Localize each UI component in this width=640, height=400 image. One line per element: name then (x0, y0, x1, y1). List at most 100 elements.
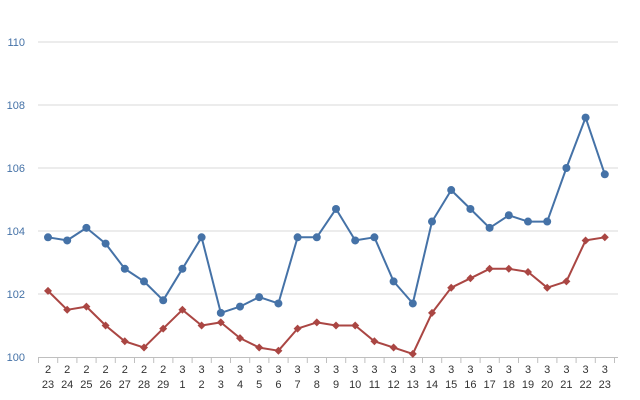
data-point (312, 318, 321, 327)
x-tick-label-month: 3 (295, 364, 301, 376)
data-point (447, 186, 456, 195)
data-point (216, 308, 225, 317)
x-tick-label-month: 2 (103, 364, 109, 376)
data-point (428, 308, 436, 317)
x-tick-label-month: 3 (410, 364, 416, 376)
data-point (82, 223, 91, 232)
x-tick-label-month: 2 (45, 364, 51, 376)
y-tick-label: 110 (7, 37, 25, 49)
x-axis (38, 357, 618, 363)
data-point (466, 204, 475, 213)
data-point (466, 274, 475, 283)
x-tick-label-day: 24 (61, 379, 73, 391)
x-tick-label-month: 3 (583, 364, 589, 376)
data-point (447, 283, 456, 292)
x-tick-label-month: 2 (141, 364, 147, 376)
x-tick-label-day: 1 (179, 379, 185, 391)
x-tick-label-day: 5 (256, 379, 262, 391)
x-tick-label-month: 3 (448, 364, 454, 376)
data-point (332, 204, 340, 213)
x-tick-label-day: 11 (369, 379, 380, 391)
data-point (600, 233, 609, 242)
data-point (197, 233, 206, 242)
data-point (101, 239, 110, 248)
data-point (408, 349, 417, 358)
x-tick-label-month: 3 (391, 364, 397, 376)
data-point (543, 283, 552, 292)
data-point (197, 321, 206, 330)
x-tick-label-month: 3 (487, 364, 493, 376)
data-point (178, 264, 187, 273)
data-point (600, 170, 609, 179)
x-tick-label-day: 6 (275, 379, 281, 391)
x-tick-label-day: 28 (138, 379, 150, 391)
data-point (370, 233, 379, 242)
x-tick-label-month: 3 (563, 364, 569, 376)
x-tick-label-month: 2 (160, 364, 166, 376)
data-point (332, 321, 340, 330)
x-tick-label-day: 18 (503, 379, 515, 391)
data-point (312, 233, 321, 242)
data-point (178, 305, 187, 314)
y-axis-tick-labels: 100 102 104 106 108 110 (7, 37, 25, 364)
data-point (63, 236, 72, 245)
y-tick-label: 108 (7, 100, 25, 112)
data-point (293, 324, 302, 333)
data-point (293, 233, 302, 242)
data-point (581, 236, 590, 245)
data-point (159, 324, 168, 333)
data-point (255, 293, 264, 302)
x-tick-label-day: 21 (560, 379, 572, 391)
x-tick-label-month: 2 (122, 364, 128, 376)
x-tick-label-month: 3 (544, 364, 550, 376)
y-tick-label: 106 (7, 163, 25, 175)
data-point (255, 343, 264, 352)
x-tick-label-month: 3 (333, 364, 339, 376)
data-point (428, 217, 436, 226)
x-tick-label-day: 29 (157, 379, 169, 391)
data-point (274, 346, 283, 355)
data-point (543, 217, 552, 226)
x-tick-label-month: 3 (506, 364, 512, 376)
data-point (63, 305, 72, 314)
gridlines (38, 41, 618, 295)
x-tick-label-day: 19 (522, 379, 534, 391)
x-tick-label-day: 17 (483, 379, 495, 391)
x-tick-label-day: 20 (541, 379, 553, 391)
data-point (351, 236, 360, 245)
y-tick-label: 100 (7, 352, 25, 364)
x-tick-label-month: 3 (467, 364, 473, 376)
data-point (562, 277, 571, 286)
x-tick-label-day: 13 (407, 379, 419, 391)
data-point (504, 211, 513, 220)
data-series (44, 113, 609, 358)
x-tick-label-month: 3 (314, 364, 320, 376)
data-point (44, 286, 52, 295)
data-point (524, 267, 532, 276)
x-tick-label-day: 23 (599, 379, 611, 391)
data-point (524, 217, 532, 226)
series-1 (44, 113, 609, 317)
data-point (140, 343, 148, 352)
data-point (389, 343, 398, 352)
x-tick-label-month: 3 (237, 364, 243, 376)
x-tick-label-day: 2 (199, 379, 205, 391)
x-tick-label-month: 3 (179, 364, 185, 376)
data-point (274, 299, 283, 308)
data-point (370, 337, 379, 346)
x-tick-label-month: 3 (352, 364, 358, 376)
data-point (216, 318, 225, 327)
x-tick-label-month: 3 (602, 364, 608, 376)
data-point (485, 264, 494, 273)
x-tick-label-month: 2 (83, 364, 89, 376)
x-tick-label-day: 26 (99, 379, 111, 391)
x-tick-label-month: 2 (64, 364, 70, 376)
x-tick-label-month: 3 (275, 364, 281, 376)
data-point (504, 264, 513, 273)
data-point (351, 321, 360, 330)
x-tick-label-day: 27 (119, 379, 131, 391)
x-tick-label-day: 22 (579, 379, 591, 391)
x-tick-label-month: 3 (371, 364, 377, 376)
data-point (485, 223, 494, 232)
